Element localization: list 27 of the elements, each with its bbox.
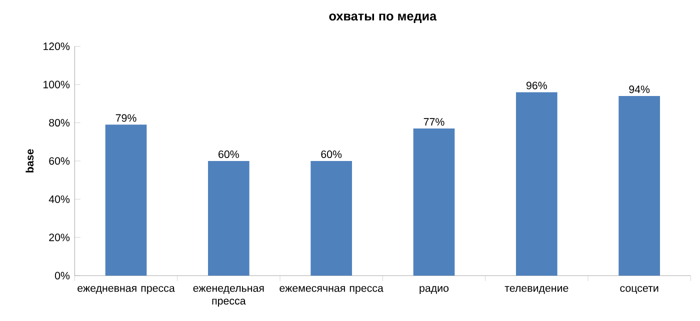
- y-tick-label: 80%: [49, 118, 70, 127]
- data-label: 96%: [526, 82, 547, 90]
- data-label: 79%: [116, 114, 136, 122]
- y-tick-label: 20%: [49, 234, 70, 242]
- x-tick-label: ежемесячная пресса: [280, 286, 384, 294]
- bar: [413, 128, 455, 276]
- y-tick-label: 120%: [44, 42, 70, 50]
- x-tick-label: телевидение: [504, 286, 568, 294]
- bar: [105, 124, 147, 276]
- x-tick-label: соцсети: [620, 286, 658, 294]
- data-label: 94%: [629, 86, 650, 94]
- bar: [310, 160, 352, 276]
- x-tick-label: радио: [420, 286, 449, 294]
- bar: [618, 96, 660, 276]
- bar: [208, 160, 250, 276]
- x-tick-label: ежедневная пресса: [78, 286, 175, 294]
- y-tick-label: 0%: [54, 272, 70, 280]
- y-tick-label: 40%: [48, 195, 70, 203]
- chart-title: охваты по медиа: [329, 14, 437, 23]
- y-tick-label: 100%: [44, 80, 70, 88]
- bar: [516, 92, 558, 276]
- y-tick-label: 60%: [49, 157, 70, 165]
- data-label: 60%: [321, 150, 342, 158]
- data-label: 60%: [218, 150, 239, 158]
- y-axis-title: base: [26, 149, 34, 172]
- data-label: 77%: [424, 118, 444, 126]
- x-tick-label: еженедельная пресса: [193, 286, 264, 307]
